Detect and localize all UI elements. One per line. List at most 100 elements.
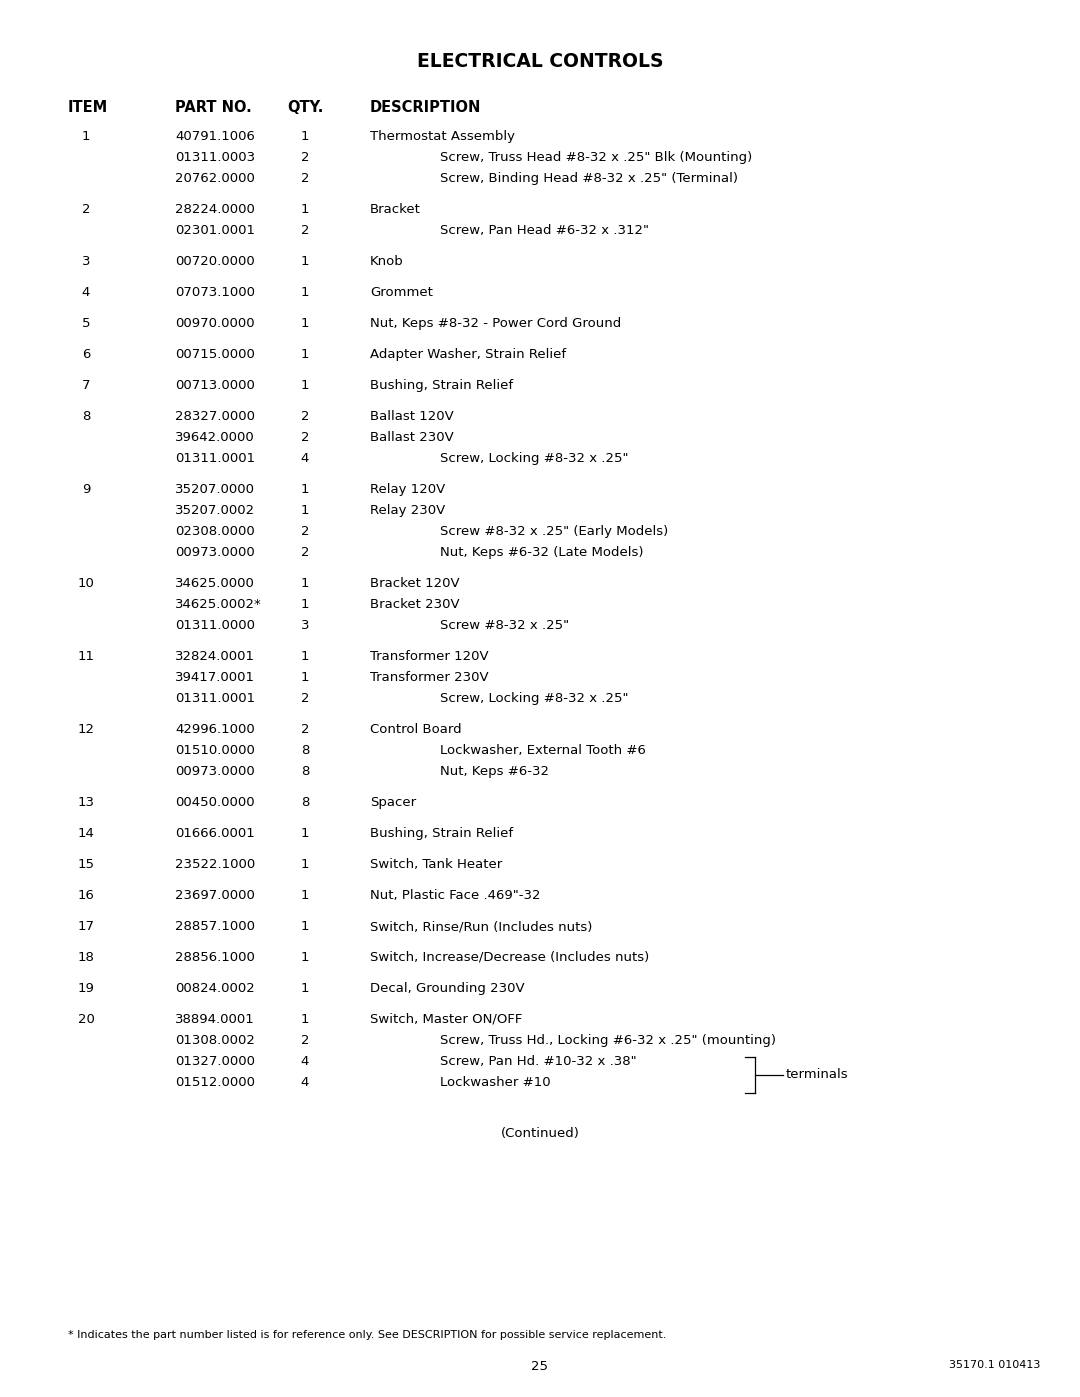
Text: 01510.0000: 01510.0000: [175, 745, 255, 757]
Text: 15: 15: [78, 858, 95, 870]
Text: 1: 1: [300, 203, 309, 217]
Text: Screw, Truss Hd., Locking #6-32 x .25" (mounting): Screw, Truss Hd., Locking #6-32 x .25" (…: [440, 1034, 777, 1046]
Text: 00720.0000: 00720.0000: [175, 256, 255, 268]
Text: Knob: Knob: [370, 256, 404, 268]
Text: 01311.0001: 01311.0001: [175, 453, 255, 465]
Text: 18: 18: [78, 951, 94, 964]
Text: 20762.0000: 20762.0000: [175, 172, 255, 184]
Text: 4: 4: [82, 286, 91, 299]
Text: 1: 1: [300, 577, 309, 590]
Text: 1: 1: [300, 671, 309, 685]
Text: 2: 2: [300, 724, 309, 736]
Text: 7: 7: [82, 379, 91, 393]
Text: Bushing, Strain Relief: Bushing, Strain Relief: [370, 827, 513, 840]
Text: 35207.0000: 35207.0000: [175, 483, 255, 496]
Text: 6: 6: [82, 348, 91, 360]
Text: 1: 1: [300, 286, 309, 299]
Text: Screw #8-32 x .25": Screw #8-32 x .25": [440, 619, 569, 631]
Text: Adapter Washer, Strain Relief: Adapter Washer, Strain Relief: [370, 348, 566, 360]
Text: 2: 2: [300, 409, 309, 423]
Text: Relay 120V: Relay 120V: [370, 483, 445, 496]
Text: 00713.0000: 00713.0000: [175, 379, 255, 393]
Text: 00450.0000: 00450.0000: [175, 796, 255, 809]
Text: 2: 2: [300, 151, 309, 163]
Text: 1: 1: [300, 650, 309, 664]
Text: 1: 1: [300, 888, 309, 902]
Text: Switch, Rinse/Run (Includes nuts): Switch, Rinse/Run (Includes nuts): [370, 921, 592, 933]
Text: 19: 19: [78, 982, 94, 995]
Text: 35207.0002: 35207.0002: [175, 504, 255, 517]
Text: 00715.0000: 00715.0000: [175, 348, 255, 360]
Text: Spacer: Spacer: [370, 796, 416, 809]
Text: 28857.1000: 28857.1000: [175, 921, 255, 933]
Text: PART NO.: PART NO.: [175, 101, 252, 115]
Text: Bracket: Bracket: [370, 203, 421, 217]
Text: 1: 1: [300, 982, 309, 995]
Text: 3: 3: [300, 619, 309, 631]
Text: 2: 2: [300, 172, 309, 184]
Text: 1: 1: [300, 256, 309, 268]
Text: 01311.0003: 01311.0003: [175, 151, 255, 163]
Text: 1: 1: [300, 858, 309, 870]
Text: Ballast 120V: Ballast 120V: [370, 409, 454, 423]
Text: 1: 1: [300, 598, 309, 610]
Text: 42996.1000: 42996.1000: [175, 724, 255, 736]
Text: 01311.0001: 01311.0001: [175, 692, 255, 705]
Text: 39417.0001: 39417.0001: [175, 671, 255, 685]
Text: 3: 3: [82, 256, 91, 268]
Text: 4: 4: [301, 1076, 309, 1090]
Text: Screw, Pan Hd. #10-32 x .38": Screw, Pan Hd. #10-32 x .38": [440, 1055, 636, 1067]
Text: 8: 8: [301, 745, 309, 757]
Text: Nut, Plastic Face .469"-32: Nut, Plastic Face .469"-32: [370, 888, 540, 902]
Text: 32824.0001: 32824.0001: [175, 650, 255, 664]
Text: Screw, Locking #8-32 x .25": Screw, Locking #8-32 x .25": [440, 692, 629, 705]
Text: 10: 10: [78, 577, 94, 590]
Text: 5: 5: [82, 317, 91, 330]
Text: Control Board: Control Board: [370, 724, 461, 736]
Text: Transformer 230V: Transformer 230V: [370, 671, 488, 685]
Text: 00824.0002: 00824.0002: [175, 982, 255, 995]
Text: Nut, Keps #8-32 - Power Cord Ground: Nut, Keps #8-32 - Power Cord Ground: [370, 317, 621, 330]
Text: Bushing, Strain Relief: Bushing, Strain Relief: [370, 379, 513, 393]
Text: 34625.0002*: 34625.0002*: [175, 598, 261, 610]
Text: 1: 1: [300, 1013, 309, 1025]
Text: 4: 4: [301, 453, 309, 465]
Text: Bracket 120V: Bracket 120V: [370, 577, 460, 590]
Text: 28327.0000: 28327.0000: [175, 409, 255, 423]
Text: Screw, Locking #8-32 x .25": Screw, Locking #8-32 x .25": [440, 453, 629, 465]
Text: ITEM: ITEM: [68, 101, 108, 115]
Text: 2: 2: [300, 224, 309, 237]
Text: 2: 2: [300, 692, 309, 705]
Text: 2: 2: [82, 203, 91, 217]
Text: 00973.0000: 00973.0000: [175, 546, 255, 559]
Text: Bracket 230V: Bracket 230V: [370, 598, 460, 610]
Text: Screw #8-32 x .25" (Early Models): Screw #8-32 x .25" (Early Models): [440, 525, 669, 538]
Text: ELECTRICAL CONTROLS: ELECTRICAL CONTROLS: [417, 52, 663, 71]
Text: 1: 1: [300, 921, 309, 933]
Text: 23522.1000: 23522.1000: [175, 858, 255, 870]
Text: 4: 4: [301, 1055, 309, 1067]
Text: 01666.0001: 01666.0001: [175, 827, 255, 840]
Text: Switch, Increase/Decrease (Includes nuts): Switch, Increase/Decrease (Includes nuts…: [370, 951, 649, 964]
Text: Screw, Binding Head #8-32 x .25" (Terminal): Screw, Binding Head #8-32 x .25" (Termin…: [440, 172, 738, 184]
Text: QTY.: QTY.: [287, 101, 323, 115]
Text: 1: 1: [300, 483, 309, 496]
Text: 1: 1: [300, 827, 309, 840]
Text: 40791.1006: 40791.1006: [175, 130, 255, 142]
Text: 14: 14: [78, 827, 94, 840]
Text: 01512.0000: 01512.0000: [175, 1076, 255, 1090]
Text: 11: 11: [78, 650, 95, 664]
Text: Lockwasher, External Tooth #6: Lockwasher, External Tooth #6: [440, 745, 646, 757]
Text: Nut, Keps #6-32 (Late Models): Nut, Keps #6-32 (Late Models): [440, 546, 644, 559]
Text: Decal, Grounding 230V: Decal, Grounding 230V: [370, 982, 525, 995]
Text: 1: 1: [300, 951, 309, 964]
Text: 28224.0000: 28224.0000: [175, 203, 255, 217]
Text: 23697.0000: 23697.0000: [175, 888, 255, 902]
Text: (Continued): (Continued): [500, 1127, 580, 1140]
Text: 01327.0000: 01327.0000: [175, 1055, 255, 1067]
Text: Screw, Pan Head #6-32 x .312": Screw, Pan Head #6-32 x .312": [440, 224, 649, 237]
Text: 00973.0000: 00973.0000: [175, 766, 255, 778]
Text: 25: 25: [531, 1361, 549, 1373]
Text: Relay 230V: Relay 230V: [370, 504, 445, 517]
Text: 16: 16: [78, 888, 94, 902]
